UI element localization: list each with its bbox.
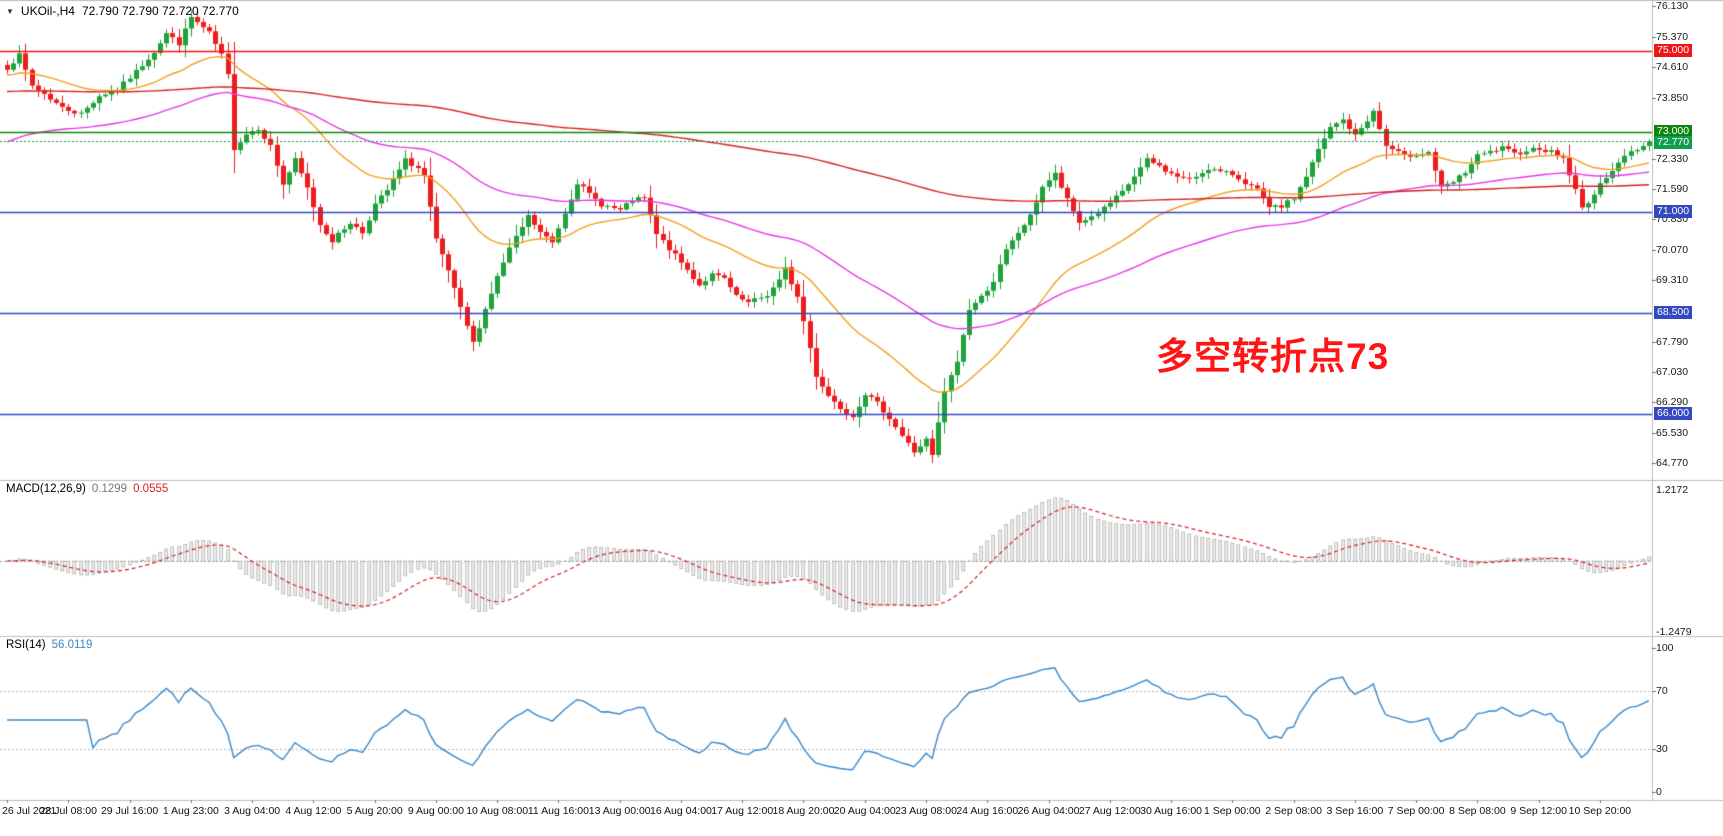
time-axis-label: 30 Aug 16:00 — [1140, 805, 1203, 817]
symbol-dropdown-icon[interactable]: ▼ — [6, 6, 14, 16]
price-axis-label: 74.610 — [1656, 61, 1689, 74]
price-axis-label: 67.790 — [1656, 335, 1689, 348]
price-axis-label: 65.530 — [1656, 426, 1689, 439]
time-axis-label: 27 Aug 12:00 — [1078, 805, 1141, 817]
time-axis-label: 13 Aug 00:00 — [588, 805, 651, 817]
time-axis-label: 26 Aug 04:00 — [1017, 805, 1080, 817]
ohlc-readout: 72.790 72.790 72.720 72.770 — [81, 4, 239, 18]
rsi-axis-label: 70 — [1656, 685, 1668, 698]
macd-main-value: 0.1299 — [91, 483, 128, 495]
macd-axis-label: -1.2479 — [1656, 626, 1692, 638]
macd-signal-value: 0.0555 — [133, 483, 169, 495]
time-axis-label: 26 Jul 2021 — [2, 805, 57, 817]
macd-name: MACD(12,26,9) — [6, 483, 86, 495]
level-price-badge: 71.000 — [1654, 205, 1693, 218]
time-axis-label: 11 Aug 16:00 — [527, 805, 589, 817]
rsi-name: RSI(14) — [6, 639, 46, 651]
macd-indicator-label: MACD(12,26,9) 0.1299 0.0555 — [6, 483, 168, 495]
time-axis-label: 4 Aug 12:00 — [285, 805, 342, 817]
price-axis-label: 66.290 — [1656, 395, 1689, 408]
level-price-badge: 68.500 — [1654, 306, 1693, 319]
rsi-indicator-label: RSI(14) 56.0119 — [6, 639, 92, 651]
time-axis-label: 3 Aug 04:00 — [224, 805, 281, 817]
level-price-badge: 66.000 — [1654, 407, 1693, 420]
rsi-axis-label: 0 — [1656, 786, 1662, 798]
price-axis-label: 73.850 — [1656, 91, 1689, 104]
chart-header: ▼ UKOil-,H4 72.790 72.790 72.720 72.770 — [6, 4, 239, 18]
price-axis-label: 75.370 — [1656, 30, 1689, 43]
macd-axis-label: 1.2172 — [1656, 484, 1689, 496]
time-axis-label: 8 Sep 08:00 — [1449, 805, 1506, 817]
price-axis-label: 76.130 — [1656, 0, 1689, 12]
time-axis-label: 20 Aug 04:00 — [833, 805, 896, 817]
chart-text-annotation[interactable]: 多空转折点73 — [1156, 336, 1390, 377]
time-axis-label: 5 Aug 20:00 — [346, 805, 403, 817]
rsi-axis-label: 30 — [1656, 742, 1668, 755]
rsi-axis-label: 100 — [1656, 642, 1674, 654]
time-axis-label: 1 Aug 23:00 — [162, 805, 219, 817]
time-axis-label: 29 Jul 16:00 — [100, 805, 159, 817]
time-axis-label: 9 Sep 12:00 — [1510, 805, 1567, 817]
time-axis-label: 9 Aug 00:00 — [407, 805, 464, 817]
price-axis-label: 72.330 — [1656, 152, 1689, 165]
time-axis-label: 16 Aug 04:00 — [650, 805, 712, 817]
price-axis-label: 69.310 — [1656, 274, 1689, 287]
time-axis-label: 18 Aug 20:00 — [772, 805, 835, 817]
symbol-timeframe-title: UKOil-,H4 — [20, 4, 75, 18]
level-price-badge: 73.000 — [1654, 125, 1693, 138]
price-axis-label: 71.590 — [1656, 182, 1689, 195]
price-axis-label: 67.030 — [1656, 366, 1689, 379]
time-axis-label: 28 Jul 08:00 — [39, 805, 97, 817]
time-axis-label: 10 Sep 20:00 — [1568, 805, 1632, 817]
time-axis-label: 7 Sep 00:00 — [1387, 805, 1445, 817]
level-price-badge: 75.000 — [1654, 44, 1693, 57]
current-price-badge: 72.770 — [1654, 136, 1693, 149]
rsi-value: 56.0119 — [51, 639, 93, 651]
time-axis-label: 17 Aug 12:00 — [711, 805, 774, 817]
time-axis-label: 2 Sep 08:00 — [1265, 805, 1322, 817]
time-axis-label: 24 Aug 16:00 — [956, 805, 1019, 817]
price-axis-label: 64.770 — [1656, 457, 1689, 470]
time-axis-label: 3 Sep 16:00 — [1326, 805, 1384, 817]
price-axis-label: 70.070 — [1656, 243, 1689, 256]
time-axis-label: 1 Sep 00:00 — [1204, 805, 1261, 817]
time-axis-label: 10 Aug 08:00 — [466, 805, 529, 817]
time-axis-label: 23 Aug 08:00 — [895, 805, 957, 817]
